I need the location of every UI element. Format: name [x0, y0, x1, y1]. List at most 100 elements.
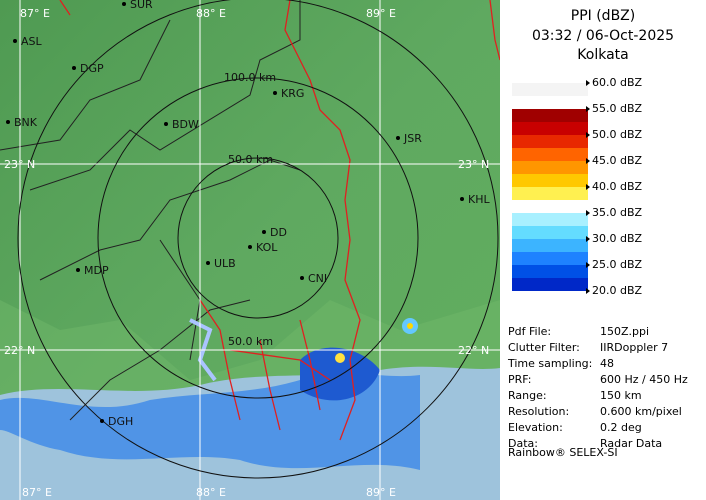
city-dot — [396, 136, 400, 140]
legend-swatch — [512, 239, 588, 252]
info-value: 48 — [600, 357, 614, 370]
info-value: 0.600 km/pixel — [600, 405, 682, 418]
legend-label: 25.0 dBZ — [592, 258, 643, 271]
ring-label: 50.0 km — [228, 153, 273, 166]
city-dot — [13, 39, 17, 43]
city-label: SUR — [130, 0, 153, 11]
legend-swatch — [512, 213, 588, 226]
city-dot — [262, 230, 266, 234]
legend-tick — [586, 106, 590, 112]
legend-tick — [586, 210, 590, 216]
info-row: Elevation: 0.2 deg — [508, 421, 706, 434]
info-value: 150Z.ppi — [600, 325, 650, 338]
legend-swatch — [512, 148, 588, 161]
time: 03:32 / 06-Oct-2025 — [531, 28, 675, 44]
city-dot — [300, 276, 304, 280]
info-row: PRF: 600 Hz / 450 Hz — [508, 373, 706, 386]
legend-swatch — [512, 265, 588, 278]
info-key: Resolution: — [508, 405, 570, 418]
info-row: Clutter Filter: IIRDoppler 7 — [508, 341, 706, 354]
radar-map: 87° E 88° E 89° E 87° E 88° E 89° E 23° … — [0, 0, 500, 500]
site: Kolkata — [577, 47, 629, 63]
legend-swatch — [512, 187, 588, 200]
city-dot — [122, 2, 126, 6]
legend-swatch — [512, 200, 588, 213]
lon-label: 87° E — [20, 7, 50, 20]
info-value: IIRDoppler 7 — [600, 341, 669, 354]
city-label: BNK — [14, 116, 38, 129]
lat-label: 23° N — [458, 158, 489, 171]
info-key: Data: — [508, 437, 538, 450]
city-label: JSR — [403, 132, 422, 145]
info-key: Range: — [508, 389, 547, 402]
info-value: 600 Hz / 450 Hz — [600, 373, 688, 386]
city-dot — [248, 245, 252, 249]
ring-label: 50.0 km — [228, 335, 273, 348]
info-key: PRF: — [508, 373, 532, 386]
legend-swatch — [512, 96, 588, 109]
lat-label: 22° N — [458, 344, 489, 357]
legend-label: 35.0 dBZ — [592, 206, 643, 219]
ring-label: 100.0 km — [224, 71, 276, 84]
legend-label: 50.0 dBZ — [592, 128, 643, 141]
city-dot — [206, 261, 210, 265]
city-dot — [6, 120, 10, 124]
lon-label: 89° E — [366, 7, 396, 20]
lat-label: 23° N — [4, 158, 35, 171]
legend-swatch — [512, 135, 588, 148]
city-label: DD — [270, 226, 287, 239]
info-value: 0.2 deg — [600, 421, 642, 434]
legend-swatch — [512, 226, 588, 239]
legend-label: 30.0 dBZ — [592, 232, 643, 245]
legend-swatch — [512, 83, 588, 96]
legend-label: 20.0 dBZ — [592, 284, 643, 297]
info-value: 150 km — [600, 389, 642, 402]
legend-swatch — [512, 252, 588, 265]
legend-tick — [586, 288, 590, 294]
title: PPI (dBZ) — [570, 8, 636, 24]
city-label: MDP — [84, 264, 109, 277]
info-key: Pdf File: — [508, 325, 552, 338]
city-label: KHL — [468, 193, 490, 206]
city-label: ASL — [21, 35, 43, 48]
city-label: ULB — [214, 257, 236, 270]
info-key: Clutter Filter: — [508, 341, 580, 354]
legend-swatch — [512, 161, 588, 174]
legend-label: 55.0 dBZ — [592, 102, 643, 115]
legend-tick — [586, 184, 590, 190]
info-row: Time sampling: 48 — [508, 357, 706, 370]
info-row: Pdf File: 150Z.ppi — [508, 325, 706, 338]
info-row: Resolution: 0.600 km/pixel — [508, 405, 706, 418]
legend-swatch — [512, 174, 588, 187]
city-dot — [273, 91, 277, 95]
lon-label: 87° E — [22, 486, 52, 499]
legend-label: 40.0 dBZ — [592, 180, 643, 193]
legend-tick — [586, 132, 590, 138]
legend-swatch — [512, 278, 588, 291]
city-label: DGH — [108, 415, 133, 428]
info-row: Data: Radar Data — [508, 437, 706, 450]
legend-tick — [586, 80, 590, 86]
info-key: Elevation: — [508, 421, 563, 434]
city-label: BDW — [172, 118, 199, 131]
legend-tick — [586, 262, 590, 268]
city-dot — [460, 197, 464, 201]
legend-tick — [586, 158, 590, 164]
legend-swatch — [512, 109, 588, 122]
legend-swatch — [512, 122, 588, 135]
lon-label: 88° E — [196, 486, 226, 499]
city-dot — [72, 66, 76, 70]
city-dot — [164, 122, 168, 126]
city-label: DGP — [80, 62, 104, 75]
info-value: Radar Data — [600, 437, 663, 450]
lat-label: 22° N — [4, 344, 35, 357]
lon-label: 89° E — [366, 486, 396, 499]
legend-tick — [586, 236, 590, 242]
city-dot — [100, 419, 104, 423]
city-dot — [76, 268, 80, 272]
footer: Rainbow® SELEX-SI — [508, 446, 618, 459]
info-row: Range: 150 km — [508, 389, 706, 402]
legend-label: 60.0 dBZ — [592, 76, 643, 89]
city-label: KOL — [256, 241, 278, 254]
